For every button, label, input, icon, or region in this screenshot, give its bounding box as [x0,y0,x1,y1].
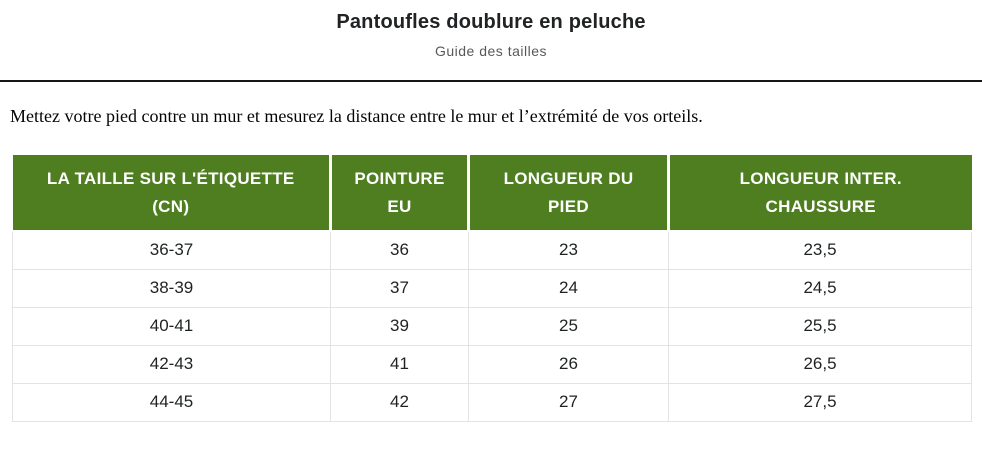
table-cell: 27 [468,382,669,422]
table-row: 40-41 39 25 25,5 [12,306,972,346]
table-cell: 42-43 [12,344,331,384]
table-cell: 39 [330,306,469,346]
size-table-body: 36-37 36 23 23,5 38-39 37 24 24,5 40-41 … [12,230,972,422]
size-guide-page: Pantoufles doublure en peluche Guide des… [0,11,982,468]
column-header-eu-size: POINTURE EU [329,155,469,232]
instruction-text: Mettez votre pied contre un mur et mesur… [10,106,703,126]
top-divider [0,80,982,82]
table-cell: 25,5 [668,306,972,346]
table-cell: 44-45 [12,382,331,422]
column-header-label-size: LA TAILLE SUR L'ÉTIQUETTE (CN) [12,155,331,232]
size-table-header: LA TAILLE SUR L'ÉTIQUETTE (CN) POINTURE … [12,155,972,232]
table-cell: 25 [468,306,669,346]
table-row: 44-45 42 27 27,5 [12,382,972,422]
table-cell: 42 [330,382,469,422]
table-cell: 27,5 [668,382,972,422]
size-table: LA TAILLE SUR L'ÉTIQUETTE (CN) POINTURE … [12,155,972,422]
table-cell: 36-37 [12,230,331,270]
table-row: 38-39 37 24 24,5 [12,268,972,308]
table-cell: 24 [468,268,669,308]
table-row: 42-43 41 26 26,5 [12,344,972,384]
table-cell: 24,5 [668,268,972,308]
table-cell: 23 [468,230,669,270]
table-cell: 41 [330,344,469,384]
table-cell: 26 [468,344,669,384]
table-cell: 26,5 [668,344,972,384]
table-cell: 36 [330,230,469,270]
table-row: 36-37 36 23 23,5 [12,230,972,270]
table-cell: 37 [330,268,469,308]
page-title: Pantoufles doublure en peluche [336,11,646,33]
page-subtitle: Guide des tailles [434,43,547,59]
table-cell: 23,5 [668,230,972,270]
header-row: LA TAILLE SUR L'ÉTIQUETTE (CN) POINTURE … [12,155,972,232]
table-cell: 38-39 [12,268,331,308]
table-cell: 40-41 [12,306,331,346]
column-header-inner-length: LONGUEUR INTER. CHAUSSURE [667,155,972,232]
column-header-foot-length: LONGUEUR DU PIED [467,155,669,232]
